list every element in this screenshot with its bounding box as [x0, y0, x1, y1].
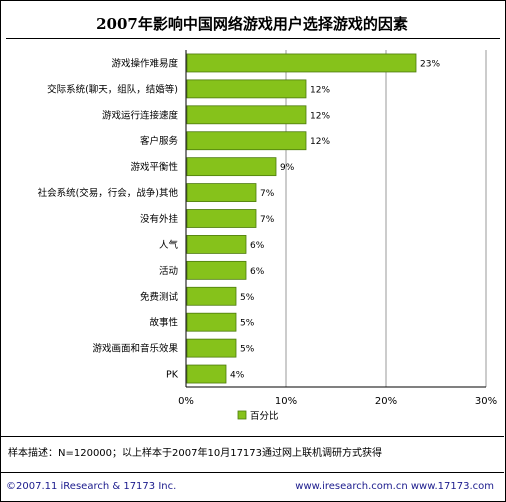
category-label: 游戏平衡性 — [130, 161, 178, 173]
legend: 百分比 — [237, 410, 279, 422]
x-tick-label: 30% — [475, 396, 497, 407]
bar — [186, 312, 237, 332]
chart-title: 2007年影响中国网络游戏用户选择游戏的因素 — [96, 15, 408, 33]
bar — [186, 131, 307, 151]
bar — [186, 105, 307, 125]
category-label: 游戏操作难易度 — [111, 57, 178, 69]
sample-note: 样本描述：N=120000；以上样本于2007年10月17173通过网上联机调研… — [8, 448, 383, 459]
bar — [186, 286, 237, 306]
bar — [186, 235, 247, 254]
bars — [186, 53, 417, 384]
category-label: 故事性 — [149, 317, 178, 329]
category-label: 客户服务 — [140, 135, 179, 147]
category-label: 免费测试 — [140, 291, 179, 303]
bar — [186, 260, 247, 280]
bar — [186, 157, 277, 177]
x-tick-label: 20% — [375, 396, 397, 407]
bar-value-label: 7% — [260, 215, 275, 225]
category-label: 交际系统(聊天，组队，结婚等) — [47, 83, 178, 95]
x-tick-label: 0% — [178, 396, 194, 407]
footer-divider-bottom — [0, 472, 504, 473]
x-axis-ticks: 0% 10% 20% 30% — [178, 396, 497, 407]
bar — [186, 338, 237, 358]
category-label: 游戏运行连接速度 — [102, 109, 179, 121]
category-label: 社会系统(交易，行会，战争)其他 — [38, 187, 179, 199]
legend-swatch — [237, 410, 247, 420]
title-divider — [6, 38, 500, 39]
x-tick-label: 10% — [275, 396, 297, 407]
bar — [186, 209, 257, 228]
bar-value-label: 5% — [240, 319, 255, 329]
bar-value-label: 4% — [230, 371, 245, 381]
category-label: 人气 — [159, 239, 179, 251]
bar-value-label: 12% — [310, 137, 330, 147]
category-label: 游戏画面和音乐效果 — [92, 343, 178, 355]
bar — [186, 53, 417, 73]
bar — [186, 183, 257, 202]
bar-value-label: 5% — [240, 293, 255, 303]
gridlines — [185, 50, 487, 388]
website-links: www.iresearch.com.cn www.17173.com — [295, 481, 494, 492]
copyright-text: ©2007.11 iResearch & 17173 Inc. — [6, 481, 177, 492]
bar-value-label: 5% — [240, 345, 255, 355]
bar-value-label: 6% — [250, 267, 265, 277]
footer-divider-top — [0, 436, 504, 437]
bar-value-label: 12% — [310, 111, 330, 121]
category-label: 活动 — [159, 265, 178, 277]
bar-value-label: 7% — [260, 189, 275, 199]
bar-value-label: 6% — [250, 241, 265, 251]
bar — [186, 364, 227, 384]
bar-value-label: 23% — [420, 59, 440, 69]
bar-value-label: 12% — [310, 85, 330, 95]
category-label: 没有外挂 — [140, 213, 179, 225]
value-labels: 23% 12% 12% 12% 9% 7% 7% 6% 6% 5% 5% 5% 4% — [230, 59, 440, 380]
legend-label: 百分比 — [250, 410, 279, 422]
bar — [186, 79, 307, 99]
bar-value-label: 9% — [280, 163, 295, 173]
category-label: PK — [166, 370, 179, 381]
